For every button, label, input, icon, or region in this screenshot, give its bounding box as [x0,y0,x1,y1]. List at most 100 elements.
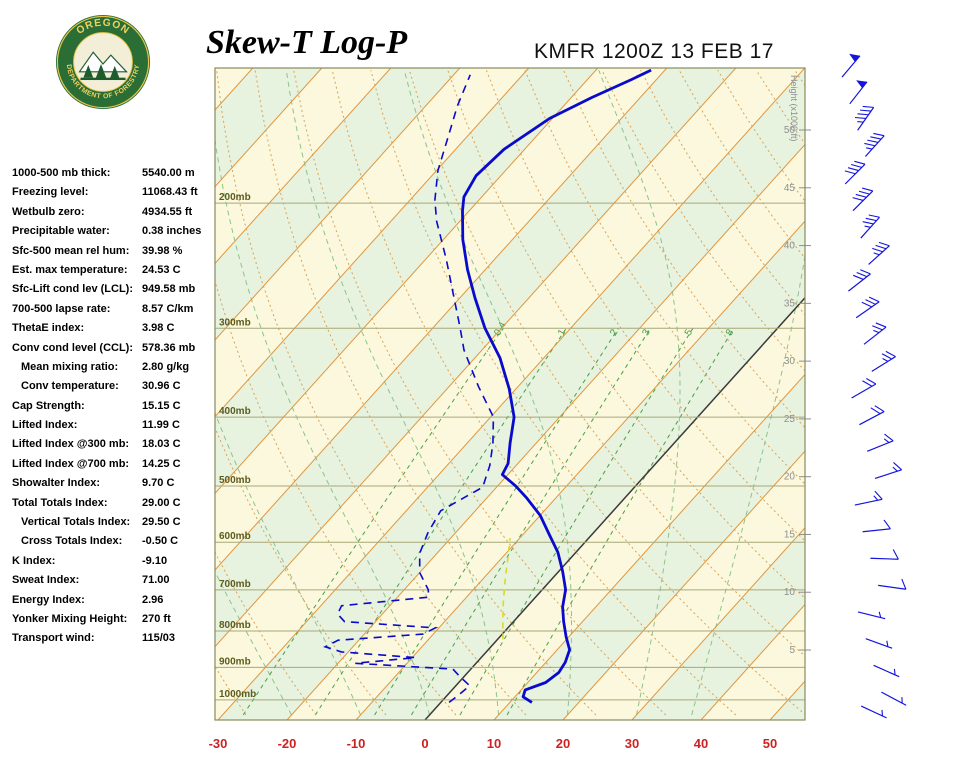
index-row: Freezing level: 11068.43 ft [12,186,217,205]
index-row: ThetaE index: 3.98 C [12,322,217,341]
index-value: 2.96 [142,593,164,606]
height-label: 25 [784,414,796,425]
index-label: Conv cond level (CCL): [12,341,134,354]
dewpoint-trace [323,74,495,704]
index-row: Lifted Index @700 mb: 14.25 C [12,458,217,477]
mixing-ratio-label: 3 [640,327,653,338]
index-row: Lifted Index @300 mb: 18.03 C [12,438,217,457]
index-row: Transport wind: 115/03 [12,632,217,651]
index-label: 1000-500 mb thick: [12,167,111,179]
index-value: -9.10 [142,554,168,567]
height-axis-title: Height (x1000 ft) [789,75,799,142]
isotherms [215,68,805,720]
index-value: 3.98 C [142,322,175,335]
odf-logo: OREGON DEPARTMENT OF FORESTRY [55,14,151,110]
index-label: Precipitable water: [12,225,110,238]
index-label: Est. max temperature: [12,263,128,276]
moist-adiabats [215,69,805,716]
mixing-ratio-label: 8 [724,327,737,338]
temp-axis-label: 0 [421,736,428,751]
index-label: Freezing level: [12,186,89,199]
index-value: 8.57 C/km [142,302,194,315]
index-label: K Index: [12,554,56,567]
page-title: Skew-T Log-P [206,24,408,61]
index-row: Showalter Index: 9.70 C [12,477,217,496]
index-row: 700-500 lapse rate: 8.57 C/km [12,303,217,322]
background-bands [215,68,805,720]
index-value: 11068.43 ft [142,186,198,199]
index-label: Vertical Totals Index: [21,516,131,529]
index-row: Total Totals Index: 29.00 C [12,497,217,516]
plot-frame [214,67,806,721]
temp-axis-label: -10 [347,736,366,751]
pressure-label: 900mb [219,656,251,667]
index-value: 29.50 C [142,516,181,529]
temp-axis-label: 40 [694,736,708,751]
index-value: 115/03 [142,632,176,645]
wind-barbs [841,53,907,719]
index-label: Lifted Index: [12,419,78,432]
index-label: Transport wind: [12,632,95,645]
index-value: 39.98 % [142,244,183,257]
index-row: Wetbulb zero: 4934.55 ft [12,206,217,225]
height-scale: 50 45 40 35 30 25 20 15 10 5 Height (x1000 ft) [784,75,811,656]
temp-axis-label: 30 [625,736,639,751]
index-label: ThetaE index: [12,322,85,335]
pressure-label: 800mb [219,620,251,631]
height-label: 45 [784,183,796,194]
height-label: 10 [784,587,796,598]
height-label: 15 [784,529,796,540]
index-value: 18.03 C [142,438,181,451]
height-label: 30 [784,356,796,367]
index-label: Mean mixing ratio: [21,360,119,373]
index-row: Cap Strength: 15.15 C [12,400,217,419]
index-row: Conv temperature: 30.96 C [12,380,217,399]
height-label: 40 [784,241,796,252]
logo-forest-scene [78,51,128,81]
index-label: Cross Totals Index: [21,535,123,548]
index-value: -0.50 C [142,535,179,548]
height-label: 20 [784,472,796,483]
temp-axis-label: -20 [278,736,297,751]
index-value: 5540.00 m [142,167,195,179]
index-value: 578.36 mb [142,341,196,354]
temperature-axis: -30 -20 -10 0 10 20 30 40 50 [209,736,778,751]
index-value: 29.00 C [142,496,181,509]
pressure-label: 700mb [219,579,251,590]
index-label: Conv temperature: [21,380,119,393]
index-row: Sfc-500 mean rel hum: 39.98 % [12,245,217,264]
index-label: Cap Strength: [12,399,85,412]
index-row: Est. max temperature: 24.53 C [12,264,217,283]
mixing-ratio-label: 2 [608,327,621,338]
height-label: 35 [784,298,796,309]
index-label: Sfc-Lift cond lev (LCL): [12,283,133,296]
index-label: Sfc-500 mean rel hum: [12,244,130,257]
temp-axis-label: 20 [556,736,570,751]
pressure-label: 600mb [219,531,251,542]
index-row: Yonker Mixing Height: 270 ft [12,613,217,632]
index-value: 2.80 g/kg [142,360,190,373]
index-value: 11.99 C [142,419,180,432]
index-row: K Index: -9.10 [12,555,217,574]
pressure-label: 300mb [219,317,251,328]
index-value: 949.58 mb [142,283,196,296]
index-label: Lifted Index @300 mb: [12,438,130,451]
index-row: Conv cond level (CCL): 578.36 mb [12,342,217,361]
height-label: 50 [784,125,796,136]
index-row: Cross Totals Index: -0.50 C [12,535,217,554]
index-label: Sweat Index: [12,574,80,587]
height-label: 5 [789,645,795,656]
indices-panel: 1000-500 mb thick: 5540.00 m Freezing le… [12,167,217,652]
temp-axis-label: 10 [487,736,501,751]
index-label: Wetbulb zero: [12,205,85,218]
index-value: 15.15 C [142,399,181,412]
index-value: 71.00 [142,574,170,587]
index-row: Sfc-Lift cond lev (LCL): 949.58 mb [12,283,217,302]
index-value: 0.38 inches [142,225,202,238]
index-row: Energy Index: 2.96 [12,594,217,613]
pressure-label: 1000mb [219,689,256,700]
pressure-lines: 200mb 300mb 400mb 500mb 600mb 700mb 800mb 900mb… [215,192,805,701]
station-id: KMFR 1200Z 13 FEB 17 [534,40,774,63]
